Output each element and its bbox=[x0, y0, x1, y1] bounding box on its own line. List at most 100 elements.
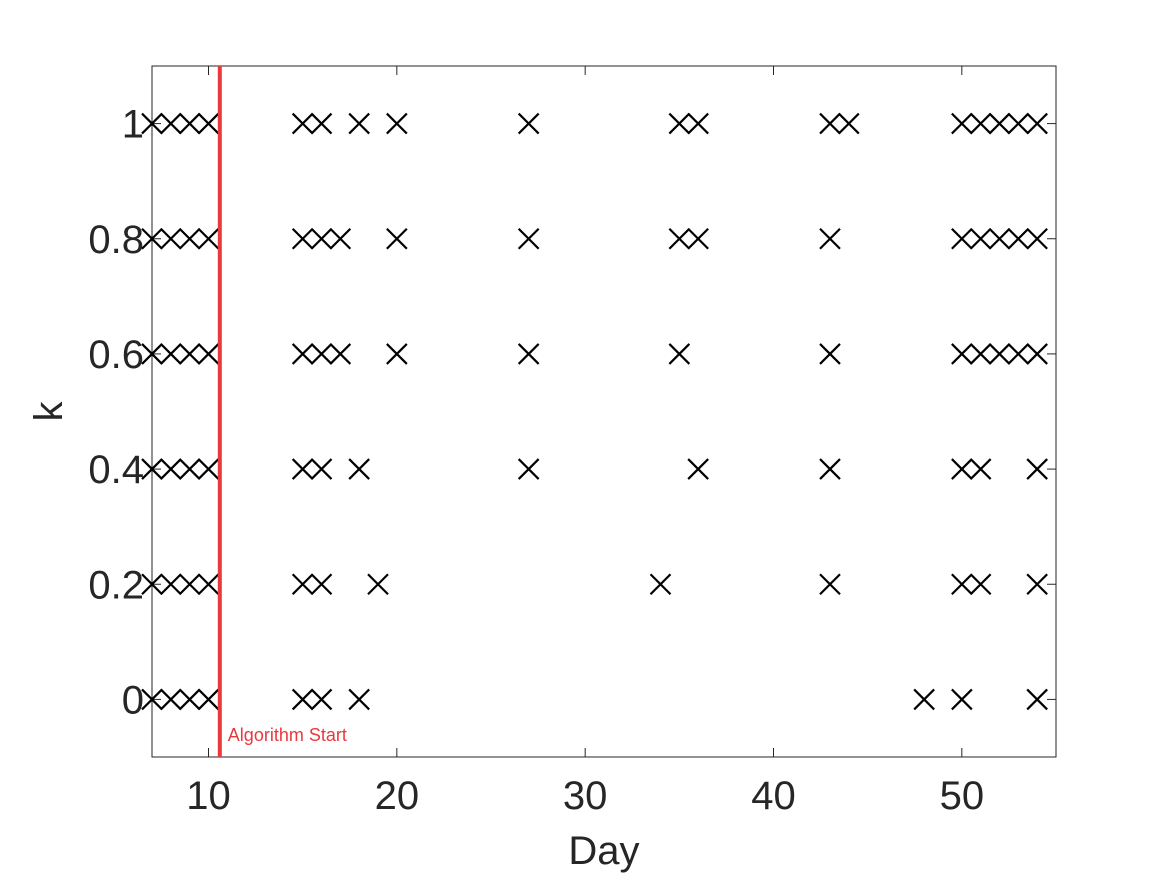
data-point-x-marker bbox=[1007, 112, 1030, 135]
data-point-x-marker bbox=[178, 573, 201, 596]
data-point-x-marker bbox=[819, 227, 841, 250]
data-point-x-marker bbox=[1026, 227, 1048, 250]
data-point-x-marker bbox=[913, 688, 935, 711]
data-point-x-marker bbox=[160, 573, 182, 596]
data-point-x-marker bbox=[668, 227, 691, 250]
data-point-x-marker bbox=[160, 343, 182, 365]
y-tick-label: 0.4 bbox=[88, 448, 144, 492]
data-point-x-marker bbox=[197, 343, 220, 365]
data-point-x-marker bbox=[348, 112, 370, 135]
data-point-x-marker bbox=[141, 112, 163, 135]
data-point-x-marker bbox=[951, 573, 973, 596]
data-point-x-marker bbox=[1026, 343, 1048, 365]
data-point-x-marker bbox=[1007, 227, 1030, 250]
data-point-x-marker bbox=[1026, 458, 1048, 480]
data-point-x-marker bbox=[1026, 688, 1048, 711]
x-tick-label: 50 bbox=[940, 774, 985, 818]
axis-ticks: 10 20 30 40 50 0 0.2 0.4 0.6 0.8 1 bbox=[88, 66, 1056, 818]
data-point-x-marker bbox=[517, 227, 540, 250]
data-point-x-marker bbox=[310, 688, 333, 711]
data-point-x-marker bbox=[819, 343, 841, 365]
data-point-x-marker bbox=[310, 343, 333, 365]
data-point-x-marker bbox=[988, 343, 1011, 365]
data-point-x-marker bbox=[310, 112, 333, 135]
data-point-x-marker bbox=[1007, 343, 1030, 365]
algorithm-start-label: Algorithm Start bbox=[228, 725, 347, 745]
y-tick-label: 1 bbox=[122, 103, 144, 147]
data-point-x-marker bbox=[291, 573, 314, 596]
data-point-x-marker bbox=[969, 458, 992, 480]
data-point-x-marker bbox=[386, 343, 408, 365]
data-point-x-marker bbox=[197, 688, 220, 711]
x-tick-label: 40 bbox=[751, 774, 796, 818]
data-point-x-marker bbox=[1026, 112, 1048, 135]
y-tick-label: 0.2 bbox=[88, 563, 144, 607]
data-point-x-marker bbox=[969, 227, 992, 250]
data-point-x-marker bbox=[291, 227, 314, 250]
x-tick-label: 30 bbox=[563, 774, 608, 818]
data-point-x-marker bbox=[951, 343, 973, 365]
data-point-x-marker bbox=[291, 343, 314, 365]
data-point-x-marker bbox=[178, 227, 201, 250]
data-point-x-marker bbox=[819, 573, 841, 596]
data-point-x-marker bbox=[668, 112, 691, 135]
data-point-x-marker bbox=[649, 573, 672, 596]
data-point-x-marker bbox=[838, 112, 860, 135]
y-axis-label: k bbox=[27, 401, 71, 422]
data-point-x-marker bbox=[197, 227, 220, 250]
data-point-x-marker bbox=[160, 112, 182, 135]
data-point-x-marker bbox=[160, 458, 182, 480]
data-point-x-marker bbox=[687, 112, 709, 135]
data-point-x-marker bbox=[141, 227, 163, 250]
data-point-x-marker bbox=[160, 227, 182, 250]
data-point-x-marker bbox=[517, 458, 540, 480]
data-point-x-marker bbox=[348, 688, 370, 711]
data-point-x-marker bbox=[668, 343, 691, 365]
y-tick-label: 0.6 bbox=[88, 333, 144, 377]
data-point-x-marker bbox=[197, 458, 220, 480]
data-point-x-marker bbox=[969, 112, 992, 135]
data-point-x-marker bbox=[386, 227, 408, 250]
data-point-x-marker bbox=[178, 112, 201, 135]
data-point-x-marker bbox=[951, 458, 973, 480]
data-point-x-marker bbox=[969, 573, 992, 596]
data-point-x-marker bbox=[160, 688, 182, 711]
data-point-x-marker bbox=[291, 688, 314, 711]
data-point-x-marker bbox=[386, 112, 408, 135]
data-point-x-marker bbox=[969, 343, 992, 365]
data-point-x-marker bbox=[291, 458, 314, 480]
data-point-x-marker bbox=[178, 458, 201, 480]
data-point-x-marker bbox=[687, 227, 709, 250]
data-point-x-marker bbox=[988, 112, 1011, 135]
data-point-x-marker bbox=[197, 573, 220, 596]
data-point-x-marker bbox=[367, 573, 389, 596]
data-point-x-marker bbox=[1026, 573, 1048, 596]
x-tick-label: 20 bbox=[375, 774, 420, 818]
data-point-x-marker bbox=[310, 458, 333, 480]
data-point-x-marker bbox=[988, 227, 1011, 250]
data-point-x-marker bbox=[141, 458, 163, 480]
data-point-x-marker bbox=[951, 112, 973, 135]
data-point-x-marker bbox=[951, 688, 973, 711]
data-point-x-marker bbox=[348, 458, 370, 480]
data-point-x-marker bbox=[141, 573, 163, 596]
y-tick-label: 0.8 bbox=[88, 218, 144, 262]
plot-area bbox=[151, 65, 1057, 758]
data-point-x-marker bbox=[141, 688, 163, 711]
data-point-x-marker bbox=[329, 227, 352, 250]
data-point-x-marker bbox=[178, 343, 201, 365]
data-point-x-marker bbox=[517, 112, 540, 135]
data-point-x-marker bbox=[951, 227, 973, 250]
data-point-x-marker bbox=[310, 573, 333, 596]
y-tick-label: 0 bbox=[122, 678, 144, 722]
data-point-x-marker bbox=[310, 227, 333, 250]
data-point-x-marker bbox=[197, 112, 220, 135]
data-markers bbox=[141, 112, 1048, 711]
data-point-x-marker bbox=[687, 458, 709, 480]
x-axis-label: Day bbox=[568, 829, 639, 873]
data-point-x-marker bbox=[141, 343, 163, 365]
data-point-x-marker bbox=[819, 458, 841, 480]
data-point-x-marker bbox=[291, 112, 314, 135]
x-tick-label: 10 bbox=[186, 774, 231, 818]
